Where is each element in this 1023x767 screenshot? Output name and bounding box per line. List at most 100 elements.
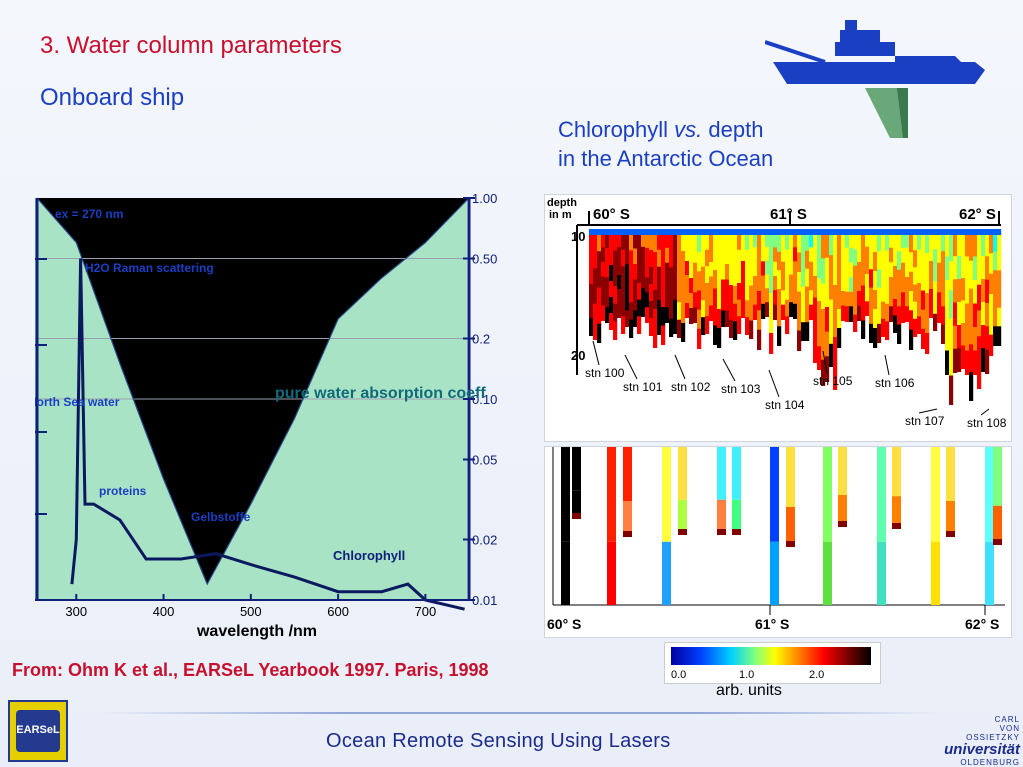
heat-cell — [613, 229, 618, 235]
heat-cell — [897, 229, 902, 235]
y-tick-label: 1.00 — [472, 191, 497, 206]
heat-cell — [769, 273, 774, 294]
heat-cell — [789, 229, 794, 235]
station-pointer — [624, 354, 638, 380]
heat-cell — [801, 322, 806, 341]
chl-title-italic: vs. — [674, 117, 703, 142]
heat-cell — [777, 326, 782, 346]
heat-cell — [969, 316, 974, 346]
heat-cell — [725, 295, 730, 312]
colorbar: 0.0 1.0 2.0 — [664, 642, 881, 684]
heat-cell — [865, 233, 870, 248]
heat-cell — [617, 229, 622, 235]
heat-cell — [653, 309, 658, 329]
heat-cell — [841, 247, 846, 263]
heat-cell — [769, 253, 774, 274]
heat-cell — [901, 277, 906, 294]
heat-cell — [765, 260, 770, 276]
heat-cell — [717, 290, 722, 310]
heat-cell — [669, 233, 674, 252]
heat-cell — [605, 292, 610, 309]
heat-cell — [741, 247, 746, 262]
heat-cell — [913, 267, 918, 286]
heat-cell — [761, 229, 766, 235]
heat-cell — [981, 279, 986, 303]
heat-cell — [653, 252, 658, 272]
water-absorption-fill — [37, 198, 469, 585]
heat-cell — [829, 233, 834, 257]
heat-cell — [837, 271, 842, 291]
heat-cell — [861, 285, 866, 304]
heat-cell — [817, 255, 822, 280]
depth-20: 20 — [571, 348, 585, 363]
y-tick-label: 0.02 — [472, 532, 497, 547]
heat-cell — [653, 233, 658, 253]
heat-cell — [749, 268, 754, 287]
heat-cell — [605, 229, 610, 235]
heat-cell — [949, 261, 954, 291]
heat-cell — [685, 303, 690, 318]
heat-cell — [665, 247, 670, 264]
station-label: stn 102 — [671, 380, 711, 394]
heat-cell — [589, 250, 594, 268]
heat-cell — [893, 229, 898, 235]
heat-cell — [885, 250, 890, 270]
heat-cell — [649, 233, 654, 251]
heat-cell — [973, 233, 978, 258]
heat-cell — [609, 281, 614, 298]
heat-cell — [593, 233, 598, 252]
heat-cell — [665, 233, 670, 249]
heat-cell — [909, 329, 914, 350]
heat-cell — [721, 295, 726, 312]
heat-cell — [789, 233, 794, 248]
heat-cell — [677, 285, 682, 304]
heat-cell — [645, 233, 650, 249]
heat-cell — [965, 350, 970, 375]
bar-segment — [607, 447, 616, 542]
heat-cell — [793, 303, 798, 319]
heat-cell — [837, 252, 842, 272]
heat-cell — [713, 229, 718, 235]
heat-cell — [649, 250, 654, 268]
heat-cell — [761, 247, 766, 263]
heat-cell — [961, 345, 966, 369]
heat-cell — [929, 303, 934, 318]
heat-cell — [665, 292, 670, 309]
heat-cell — [641, 246, 646, 262]
heat-cell — [841, 276, 846, 292]
heat-cell — [837, 290, 842, 310]
heat-cell — [709, 262, 714, 278]
heat-cell — [889, 277, 894, 293]
heat-cell — [909, 271, 914, 292]
heat-cell — [949, 318, 954, 348]
heat-cell — [689, 233, 694, 249]
heat-cell — [633, 264, 638, 281]
heat-cell — [665, 262, 670, 279]
uni-line1: CARL — [994, 715, 1020, 724]
heat-cell — [905, 291, 910, 308]
bar-segment — [931, 541, 940, 605]
heat-cell — [849, 291, 854, 308]
heat-cell — [873, 290, 878, 310]
heat-cell — [937, 307, 942, 323]
heat-cell — [977, 336, 982, 364]
heat-cell — [813, 229, 818, 235]
heat-cell — [797, 291, 802, 312]
heat-cell — [597, 229, 602, 235]
station-pointer — [980, 408, 990, 416]
heat-cell — [673, 249, 678, 268]
heat-cell — [765, 274, 770, 290]
heat-cell — [785, 299, 790, 318]
bar-columns — [561, 447, 1002, 605]
heat-cell — [757, 233, 762, 254]
heat-cell — [949, 229, 954, 235]
x-tick-label: 300 — [65, 604, 87, 619]
heat-cell — [981, 302, 986, 326]
heat-cell — [673, 229, 678, 235]
heat-cell — [773, 229, 778, 235]
heat-cell — [989, 253, 994, 275]
bar-segment — [838, 495, 847, 527]
chlorophyll-bars-panel: 60° S 61° S 62° S — [544, 446, 1012, 638]
heat-cell — [885, 303, 890, 323]
heat-cell — [909, 310, 914, 331]
